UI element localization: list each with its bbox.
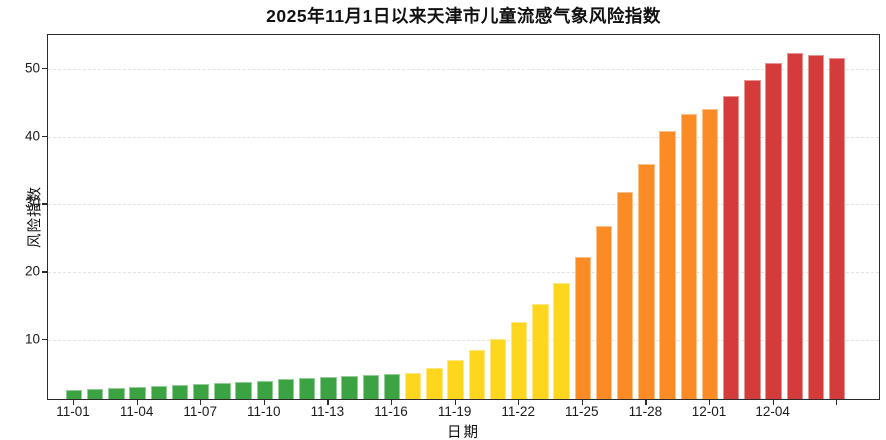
bar-12-05: [786, 52, 804, 399]
x-tick-label: 12-01: [691, 404, 727, 419]
x-tick-label: 11-10: [247, 404, 281, 419]
bar-11-17: [404, 372, 422, 399]
x-tick-label: 11-28: [628, 404, 663, 419]
bar-11-24: [553, 283, 570, 399]
x-tick-label: 11-07: [183, 404, 217, 419]
bar-11-13: [320, 376, 337, 399]
x-tick-label: 11-16: [374, 404, 408, 419]
x-tick-mark: [836, 400, 838, 405]
x-tick-mark: [645, 400, 647, 405]
x-tick-mark: [136, 400, 138, 405]
bar-12-07: [828, 58, 846, 399]
x-tick-mark: [581, 400, 584, 405]
bar-11-05: [150, 386, 168, 399]
x-tick-mark: [73, 400, 75, 405]
x-tick-label: 12-04: [755, 404, 790, 419]
x-tick-mark: [327, 400, 329, 405]
bar-12-06: [807, 54, 825, 399]
bar-11-01: [65, 389, 83, 399]
x-tick-label: 11-01: [56, 404, 90, 419]
gridline: [48, 68, 879, 70]
y-tick-mark: [42, 67, 47, 70]
bar-11-08: [214, 383, 231, 399]
gridline: [48, 136, 879, 138]
x-tick-mark: [391, 400, 393, 405]
gridline: [48, 272, 879, 274]
bar-11-23: [532, 304, 549, 399]
y-tick-label: 50: [24, 60, 40, 76]
x-tick-label: 11-25: [565, 404, 599, 419]
bar-11-21: [489, 338, 507, 399]
chart-title: 2025年11月1日以来天津市儿童流感气象风险指数: [266, 6, 661, 26]
bar-11-29: [659, 131, 676, 399]
bar-11-06: [171, 385, 189, 399]
x-tick-label: 11-13: [310, 404, 345, 419]
bar-12-01: [701, 108, 719, 399]
bar-11-30: [680, 114, 698, 399]
bar-11-11: [277, 379, 295, 399]
y-tick-label: 40: [24, 128, 40, 144]
x-tick-mark: [454, 400, 456, 405]
bar-11-09: [235, 382, 252, 399]
bar-11-28: [638, 163, 655, 399]
x-tick-mark: [518, 400, 520, 405]
bar-12-03: [744, 80, 761, 399]
bar-12-04: [765, 62, 782, 399]
y-tick-mark: [42, 339, 47, 341]
y-tick-label: 10: [24, 331, 40, 347]
bar-11-07: [192, 384, 210, 399]
bar-11-10: [256, 380, 274, 399]
bar-11-19: [447, 359, 464, 399]
bar-11-04: [129, 387, 146, 399]
bar-11-22: [510, 322, 528, 399]
bar-11-18: [426, 367, 443, 399]
x-tick-mark: [200, 400, 202, 405]
bar-11-27: [616, 192, 634, 399]
bar-11-20: [468, 350, 486, 399]
y-tick-mark: [42, 271, 47, 273]
plot-area: [47, 34, 880, 400]
gridline: [48, 340, 879, 341]
x-tick-label: 11-22: [501, 404, 535, 419]
y-tick-label: 20: [24, 263, 40, 279]
bar-11-25: [574, 257, 592, 399]
y-tick-mark: [42, 203, 47, 205]
x-tick-label: 11-04: [119, 404, 154, 419]
x-tick-label: 11-19: [437, 404, 472, 419]
bar-11-15: [362, 374, 380, 399]
bar-11-03: [108, 388, 125, 399]
bar-12-02: [722, 96, 740, 399]
y-tick-mark: [42, 135, 47, 137]
x-tick-mark: [263, 400, 266, 405]
x-tick-mark: [709, 400, 711, 405]
bar-11-16: [383, 373, 401, 399]
bar-11-12: [298, 378, 316, 399]
gridline: [48, 204, 879, 206]
y-tick-label: 30: [24, 195, 40, 211]
bar-11-14: [341, 375, 358, 399]
bar-11-26: [595, 225, 613, 399]
x-axis-label: 日期: [447, 425, 480, 440]
bar-11-02: [86, 388, 104, 399]
x-tick-mark: [772, 400, 774, 405]
